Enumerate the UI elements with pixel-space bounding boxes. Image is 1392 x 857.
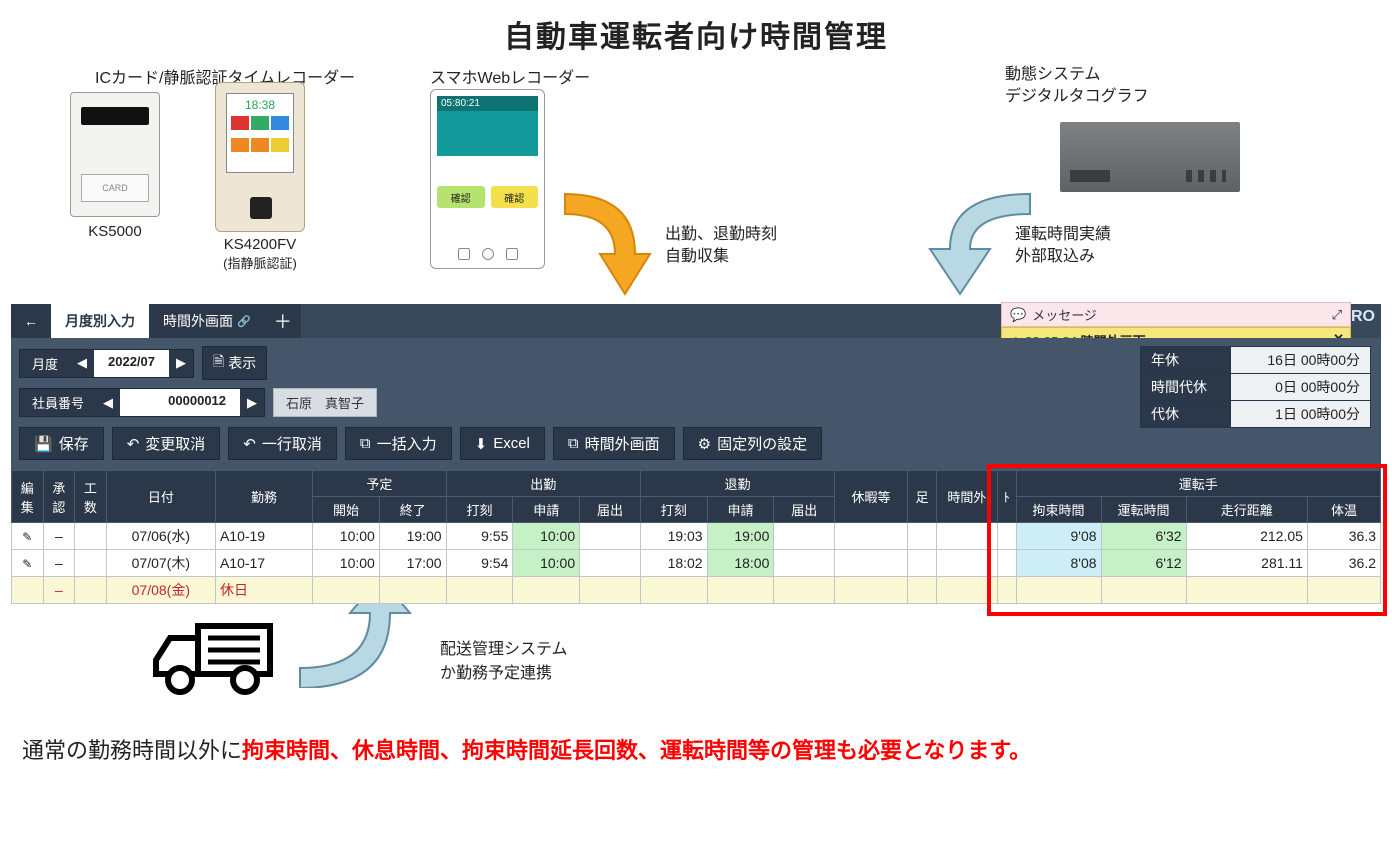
leave-stats-table: 年休16日 00時00分 時間代休0日 00時00分 代休1日 00時00分 — [1140, 346, 1371, 428]
save-button[interactable]: 💾保存 — [19, 427, 104, 460]
col-drive: 運転時間 — [1101, 497, 1186, 523]
edit-row-button[interactable]: ✎ — [12, 550, 44, 577]
toolbar: 💾保存 ↶変更取消 ↶一行取消 ⧉一括入力 ⬇Excel ⧉時間外画面 ⚙固定列… — [11, 427, 1381, 470]
stat-val: 0日 00時00分 — [1231, 374, 1371, 401]
chat-icon: 💬 — [1010, 307, 1026, 323]
col-shift: 勤務 — [215, 471, 312, 523]
smartphone-time: 05:80:21 — [437, 96, 538, 111]
stat-val: 16日 00時00分 — [1231, 347, 1371, 374]
gear-icon: ⚙ — [698, 435, 711, 453]
tab-add-button[interactable]: ＋ — [265, 304, 301, 338]
col-temp: 体温 — [1307, 497, 1380, 523]
col-in: 出勤 — [446, 471, 640, 497]
external-icon: ⧉ — [568, 435, 579, 452]
recorder1-device: KS5000 — [70, 92, 160, 240]
undo-icon: ↶ — [127, 435, 140, 453]
filter-panel: 月度 ◀ 2022/07 ▶ 🗎表示 社員番号 ◀ 00000012 ▶ 石原 … — [11, 338, 1381, 427]
diagram-area: ICカード/静脈認証タイムレコーダー KS5000 18:38 KS4200FV… — [0, 64, 1392, 304]
employee-stepper: 社員番号 ◀ 00000012 ▶ — [19, 388, 265, 417]
smartphone-label: スマホWebレコーダー — [430, 64, 590, 88]
truck-annotation: 配送管理システムか勤務予定連携 — [150, 618, 1392, 708]
data-grid-wrap: 編集 承認 工数 日付 勤務 予定 出勤 退勤 休暇等 足 時間外 ﾄ 運転手 — [11, 470, 1381, 604]
col-ot: 時間外 — [937, 471, 998, 523]
col-plan: 予定 — [313, 471, 447, 497]
recorder2-name: KS4200FV — [215, 236, 305, 253]
download-icon: ⬇ — [475, 435, 488, 453]
tacho-label: 動態システムデジタルタコグラフ — [1005, 64, 1149, 109]
col-out: 退勤 — [640, 471, 834, 497]
smartphone-btn2: 確認 — [491, 186, 539, 208]
col-leave: 休暇等 — [835, 471, 908, 523]
message-header: メッセージ — [1032, 305, 1097, 324]
copy-icon: ⧉ — [360, 435, 371, 452]
col-driver: 運転手 — [1016, 471, 1380, 497]
col-plan-start: 開始 — [313, 497, 380, 523]
fixed-columns-button[interactable]: ⚙固定列の設定 — [683, 427, 822, 460]
col-dist: 走行距離 — [1186, 497, 1307, 523]
stat-key: 年休 — [1141, 347, 1231, 374]
undo-icon: ↶ — [243, 435, 256, 453]
table-row: ✎–07/07(木)A10-1710:0017:009:5410:0018:02… — [12, 550, 1381, 577]
undo-changes-button[interactable]: ↶変更取消 — [112, 427, 221, 460]
data-grid: 編集 承認 工数 日付 勤務 予定 出勤 退勤 休暇等 足 時間外 ﾄ 運転手 — [11, 470, 1381, 604]
col-pl: ﾄ — [997, 471, 1016, 523]
col-in-time: 打刻 — [446, 497, 513, 523]
month-value[interactable]: 2022/07 — [94, 350, 169, 377]
col-count: 工数 — [75, 471, 107, 523]
stat-val: 1日 00時00分 — [1231, 401, 1371, 428]
arrow-orange-icon — [555, 184, 675, 314]
col-out-report: 届出 — [774, 497, 835, 523]
overtime-screen-button[interactable]: ⧉時間外画面 — [553, 427, 675, 460]
month-prev-button[interactable]: ◀ — [70, 350, 94, 377]
employee-next-button[interactable]: ▶ — [240, 389, 264, 416]
col-out-apply: 申請 — [707, 497, 774, 523]
stat-key: 時間代休 — [1141, 374, 1231, 401]
table-row: –07/08(金)休日 — [12, 577, 1381, 604]
document-icon: 🗎 — [213, 351, 224, 375]
excel-button[interactable]: ⬇Excel — [460, 427, 545, 460]
month-stepper: 月度 ◀ 2022/07 ▶ — [19, 349, 194, 378]
smartphone-device: 05:80:21 確認 確認 — [430, 89, 545, 269]
recorder2-device: 18:38 KS4200FV (指静脈認証) — [215, 82, 305, 272]
expand-icon[interactable]: ⤢ — [1332, 307, 1342, 323]
app-window: [RO ← 月度別入力 時間外画面🔗 ＋ 💬メッセージ⤢ ◉ 22:25:34 … — [11, 304, 1381, 604]
undo-row-button[interactable]: ↶一行取消 — [228, 427, 337, 460]
note-attendance: 出勤、退勤時刻自動収集 — [665, 224, 777, 269]
col-approve: 承認 — [43, 471, 75, 523]
col-plan-end: 終了 — [379, 497, 446, 523]
save-icon: 💾 — [34, 435, 53, 453]
bottom-text: 通常の勤務時間以外に拘束時間、休息時間、拘束時間延長回数、運転時間等の管理も必要… — [0, 708, 1392, 786]
show-button[interactable]: 🗎表示 — [202, 346, 267, 380]
employee-label: 社員番号 — [20, 389, 96, 416]
col-bind: 拘束時間 — [1016, 497, 1101, 523]
table-row: ✎–07/06(水)A10-1910:0019:009:5510:0019:03… — [12, 523, 1381, 550]
tab-overtime[interactable]: 時間外画面🔗 — [149, 304, 265, 338]
back-button[interactable]: ← — [11, 304, 51, 338]
link-icon: 🔗 — [237, 315, 251, 328]
col-in-report: 届出 — [580, 497, 641, 523]
truck-icon — [150, 618, 280, 708]
truck-note: 配送管理システムか勤務予定連携 — [440, 638, 568, 686]
col-edit: 編集 — [12, 471, 44, 523]
month-next-button[interactable]: ▶ — [169, 350, 193, 377]
tacho-device — [1060, 122, 1240, 192]
smartphone-btn1: 確認 — [437, 186, 485, 208]
edit-row-button[interactable]: ✎ — [12, 523, 44, 550]
employee-name: 石原 真智子 — [273, 388, 377, 417]
tab-monthly-input[interactable]: 月度別入力 — [51, 304, 149, 338]
page-title: 自動車運転者向け時間管理 — [0, 0, 1392, 64]
col-date: 日付 — [106, 471, 215, 523]
stat-key: 代休 — [1141, 401, 1231, 428]
note-driving-import: 運転時間実績外部取込み — [1015, 224, 1111, 269]
col-out-time: 打刻 — [640, 497, 707, 523]
recorder2-time: 18:38 — [227, 94, 293, 112]
bulk-input-button[interactable]: ⧉一括入力 — [345, 427, 452, 460]
col-in-apply: 申請 — [513, 497, 580, 523]
month-label: 月度 — [20, 350, 70, 377]
recorder2-sub: (指静脈認証) — [215, 253, 305, 272]
col-ft: 足 — [907, 471, 936, 523]
recorder1-name: KS5000 — [70, 223, 160, 240]
employee-prev-button[interactable]: ◀ — [96, 389, 120, 416]
employee-id[interactable]: 00000012 — [120, 389, 240, 416]
